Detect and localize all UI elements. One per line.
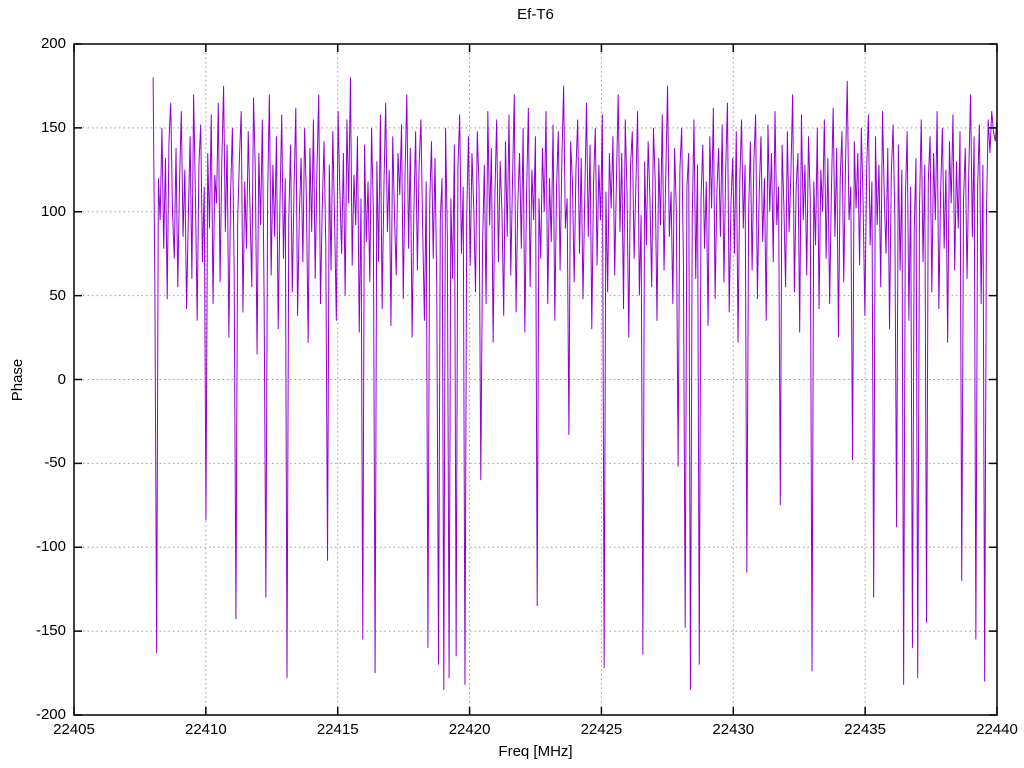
y-tick-label: -100 xyxy=(35,538,66,556)
chart-title: Ef-T6 xyxy=(517,6,554,23)
x-tick-label: 22435 xyxy=(844,721,886,738)
y-tick-label: -50 xyxy=(44,454,66,472)
x-tick-label: 22415 xyxy=(316,721,359,738)
y-tick-label: 200 xyxy=(40,35,66,52)
x-axis-label: Freq [MHz] xyxy=(498,743,573,760)
y-tick-label: 150 xyxy=(40,118,66,136)
x-tick-label: 22420 xyxy=(448,721,491,738)
x-tick-label: 22410 xyxy=(184,721,227,738)
y-tick-label: -200 xyxy=(35,706,66,723)
y-tick-label: 50 xyxy=(49,286,66,304)
y-tick-label: 100 xyxy=(40,202,66,220)
plot-border xyxy=(73,43,998,716)
y-tick-label: -150 xyxy=(35,622,66,640)
phase-data-line xyxy=(152,77,998,690)
x-tick-label: 22440 xyxy=(976,721,1018,738)
x-tick-label: 22405 xyxy=(53,721,95,738)
y-tick-label: 0 xyxy=(57,370,66,388)
x-tick-label: 22425 xyxy=(580,721,623,738)
x-tick-label: 22430 xyxy=(712,721,755,738)
